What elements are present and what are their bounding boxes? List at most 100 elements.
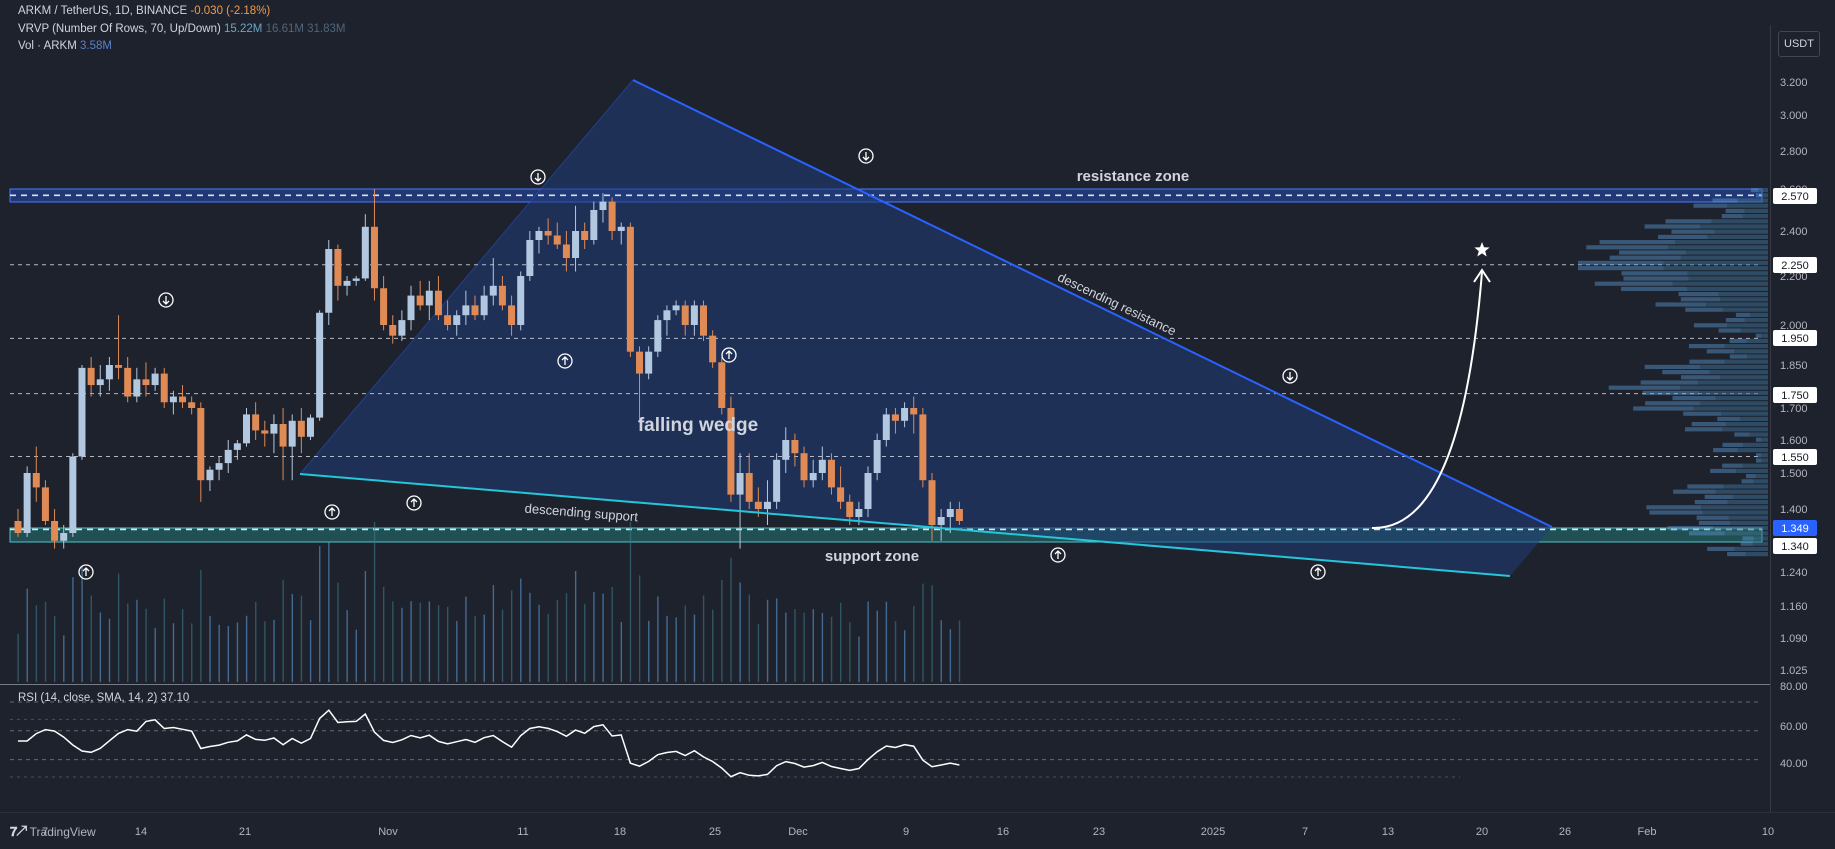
volume-profile-bar-up [1599, 240, 1676, 245]
candle-body [288, 420, 296, 447]
arrow-down-circle-icon [858, 148, 874, 164]
volume-bar [501, 609, 504, 682]
volume-bar [812, 609, 814, 682]
currency-unit-button[interactable]: USDT [1778, 31, 1820, 57]
volume-bar [72, 577, 74, 682]
volume-profile [1578, 188, 1768, 557]
x-tick-label: 13 [1382, 826, 1394, 838]
volume-profile-bar-down [1753, 536, 1768, 541]
volume-bar [26, 588, 28, 682]
arrow-down-circle-icon [530, 169, 546, 185]
volume-profile-bar-down [1675, 240, 1768, 245]
volume-bar [611, 587, 613, 682]
volume-bar [574, 571, 577, 682]
rsi-tick-label: 40.00 [1780, 758, 1808, 770]
volume-profile-bar-up [1745, 474, 1756, 479]
volume-profile-bar-down [1722, 427, 1768, 432]
brand-name: TradingView [29, 825, 96, 839]
volume-profile-bar-down [1750, 312, 1768, 317]
y-tick-label: 2.800 [1780, 146, 1808, 158]
volume-bar [593, 592, 595, 682]
candle-body [910, 408, 918, 415]
volume-bar [364, 571, 367, 682]
candle-body [78, 367, 86, 457]
volume-bar [538, 604, 540, 682]
candles [14, 189, 963, 549]
volume-bar [766, 599, 769, 682]
volume-profile-bar-up [1655, 302, 1707, 307]
candle-body [87, 367, 95, 386]
volume-bar [876, 610, 878, 682]
candle-body [453, 315, 461, 325]
volume-bar [456, 621, 458, 682]
volume-profile-bar-down [1753, 479, 1768, 484]
volume-profile-bar-up [1640, 380, 1698, 385]
volume-bar [273, 619, 275, 682]
volume-bar [172, 623, 175, 682]
volume-bar [931, 585, 933, 682]
arrow-down-circle-icon [158, 292, 174, 308]
volume-profile-bar-up [1756, 193, 1762, 198]
y-tick-label: 1.400 [1780, 504, 1808, 516]
volume-profile-bar-up [1725, 208, 1745, 213]
volume-bar [355, 629, 357, 682]
volume-bar [547, 613, 549, 682]
volume-bar [209, 615, 211, 682]
volume-profile-bar-down [1680, 255, 1768, 260]
volume-bar [309, 620, 312, 682]
x-tick-label: 26 [1559, 826, 1571, 838]
volume-profile-bar-down [1734, 546, 1768, 551]
price-level-label: 2.250 [1781, 260, 1809, 272]
falling-wedge-shape [300, 80, 1552, 576]
volume-profile-bar-down [1761, 458, 1768, 463]
volume-profile-bar-up [1755, 333, 1762, 338]
volume-bar [949, 629, 952, 682]
volume-bar [218, 624, 220, 682]
volume-profile-bar-down [1688, 276, 1768, 281]
target-star-icon [1474, 242, 1490, 257]
volume-profile-bar-down [1715, 489, 1768, 494]
volume-profile-bar-up [1722, 463, 1743, 468]
volume-value: 3.58M [80, 40, 112, 52]
candle-body [800, 453, 808, 481]
candle-body [663, 310, 671, 321]
volume-profile-bar-up [1586, 245, 1669, 250]
volume-profile-bar-down [1740, 328, 1768, 333]
volume-bar [629, 522, 632, 682]
volume-profile-bar-down [1712, 526, 1768, 531]
x-tick-label: 25 [709, 826, 721, 838]
x-tick-label: 7 [42, 826, 48, 838]
symbol-row: ARKM / TetherUS, 1D, BINANCE -0.030 (-2.… [18, 3, 346, 21]
x-tick-label: Nov [378, 826, 398, 838]
projection-arrowhead-icon [1473, 268, 1491, 283]
candle-body [709, 335, 717, 363]
candle-body [169, 396, 177, 403]
vrvp-down-volume: 16.61M [265, 22, 304, 35]
volume-profile-bar-up [1734, 432, 1750, 437]
candle-body [763, 501, 771, 509]
volume-profile-bar-up [1645, 401, 1701, 406]
volume-profile-bar-down [1711, 219, 1768, 224]
x-tick-label: 21 [239, 826, 251, 838]
arrow-up-circle-icon [1050, 547, 1066, 563]
volume-profile-bar-down [1749, 432, 1768, 437]
volume-profile-bar-up [1688, 531, 1725, 536]
volume-profile-bar-up [1689, 359, 1725, 364]
volume-profile-bar-down [1680, 385, 1768, 390]
volume-profile-bar-up [1712, 198, 1738, 203]
candle-body [700, 305, 707, 336]
candle-body [617, 226, 625, 231]
volume-profile-bar-up [1729, 354, 1747, 359]
candle-body [818, 459, 826, 473]
candle-body [681, 305, 689, 325]
volume-profile-bar-down [1761, 453, 1768, 458]
vrvp-up-volume: 15.22M [224, 22, 263, 35]
candle-body [544, 231, 552, 236]
volume-bar [108, 618, 111, 682]
volume-profile-bar-down [1742, 463, 1768, 468]
volume-profile-bar-up [1578, 260, 1664, 265]
y-tick-label: 3.000 [1780, 110, 1808, 122]
volume-bar [291, 594, 293, 682]
